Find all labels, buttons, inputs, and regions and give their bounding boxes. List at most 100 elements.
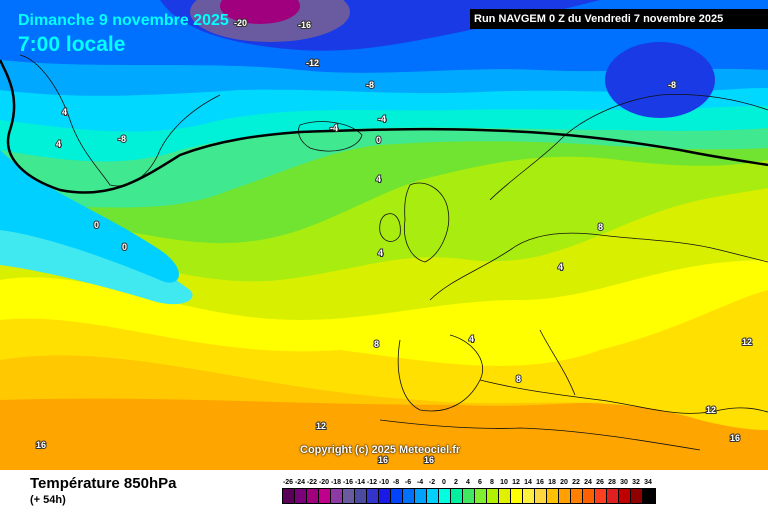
scale-tick-label: 12 xyxy=(512,479,520,486)
parameter-title: Température 850hPa xyxy=(30,475,177,492)
scale-tick-label: 26 xyxy=(596,479,604,486)
scale-tick-label: -24 xyxy=(294,479,306,486)
scale-swatch xyxy=(643,489,655,503)
scale-swatch xyxy=(583,489,595,503)
scale-tick-label: -26 xyxy=(282,479,294,486)
scale-tick-label: -18 xyxy=(330,479,342,486)
scale-tick-label: -2 xyxy=(428,479,436,486)
scale-tick-label: 16 xyxy=(536,479,544,486)
italy-coast xyxy=(539,329,576,396)
ireland xyxy=(379,213,401,242)
scale-tick-label: -16 xyxy=(342,479,354,486)
scale-tick-label: 20 xyxy=(560,479,568,486)
british-isles xyxy=(403,182,450,263)
iberia-coast xyxy=(397,334,483,412)
scale-swatch xyxy=(631,489,643,503)
scale-swatch xyxy=(379,489,391,503)
scale-swatch xyxy=(451,489,463,503)
scale-tick-label: -6 xyxy=(404,479,412,486)
africa-coast xyxy=(379,419,701,451)
scale-tick-label: 14 xyxy=(524,479,532,486)
scale-tick-label: 18 xyxy=(548,479,556,486)
map-label: -8 xyxy=(668,80,676,90)
scale-tick-label: 8 xyxy=(490,479,494,486)
map-canvas: -20 -16 -12 -8 -8 -8 4 -4 -4 0 0 4 4 0 4… xyxy=(0,0,768,470)
forecast-date: Dimanche 9 novembre 2025 xyxy=(18,12,229,29)
scale-swatch xyxy=(607,489,619,503)
map-label: 16 xyxy=(730,433,740,443)
zero-isotherm xyxy=(0,59,768,194)
scale-swatch xyxy=(307,489,319,503)
map-label: 4 xyxy=(56,139,61,149)
scale-swatch xyxy=(319,489,331,503)
map-label: 0 xyxy=(122,242,127,252)
scale-swatch xyxy=(559,489,571,503)
map-label: 0 xyxy=(376,135,381,145)
scale-swatch xyxy=(283,489,295,503)
copyright-notice: Copyright (c) 2025 Meteociel.fr xyxy=(300,444,461,456)
scale-tick-label: 32 xyxy=(632,479,640,486)
map-label: 16 xyxy=(378,455,388,465)
scale-tick-label: 10 xyxy=(500,479,508,486)
map-label: -12 xyxy=(306,58,319,68)
europe-coast xyxy=(429,232,768,301)
scale-swatch xyxy=(439,489,451,503)
iceland xyxy=(298,121,363,152)
map-label: -8 xyxy=(118,134,126,144)
scale-swatch xyxy=(475,489,487,503)
scale-swatch xyxy=(535,489,547,503)
scandinavia-coast xyxy=(489,94,768,201)
scale-tick-label: 4 xyxy=(466,479,470,486)
map-label: -16 xyxy=(298,20,311,30)
map-label: 4 xyxy=(378,248,383,258)
map-label: 8 xyxy=(516,374,521,384)
map-label: 8 xyxy=(374,339,379,349)
color-scale: -26 -24 -22 -20 -18 -16 -14 -12 -10 -8 -6 -4 -2 0 2 4 6 8… xyxy=(282,478,656,504)
map-label: 8 xyxy=(598,222,603,232)
scale-tick-label: 28 xyxy=(608,479,616,486)
map-label: 12 xyxy=(316,421,326,431)
scale-swatch xyxy=(487,489,499,503)
map-label: 4 xyxy=(469,334,474,344)
cold-pool-east xyxy=(605,42,715,118)
scale-swatch xyxy=(463,489,475,503)
map-label: -4 xyxy=(330,123,338,133)
legend-footer: Température 850hPa (+ 54h) -26 -24 -22 -20-… xyxy=(0,470,768,512)
scale-swatch xyxy=(355,489,367,503)
scale-tick-label: 30 xyxy=(620,479,628,486)
color-scale-swatches xyxy=(282,488,656,504)
atlantic-cold-core xyxy=(0,150,179,283)
map-label: 12 xyxy=(742,337,752,347)
map-label: -20 xyxy=(234,18,247,28)
scale-swatch xyxy=(619,489,631,503)
scale-swatch xyxy=(343,489,355,503)
scale-swatch xyxy=(547,489,559,503)
scale-tick-label: 34 xyxy=(644,479,652,486)
scale-tick-label: 0 xyxy=(442,479,446,486)
map-label: 4 xyxy=(376,174,381,184)
scale-tick-label: 24 xyxy=(584,479,592,486)
map-label: 0 xyxy=(94,220,99,230)
scale-tick-label: -22 xyxy=(306,479,318,486)
map-label: 4 xyxy=(558,262,563,272)
scale-swatch xyxy=(571,489,583,503)
scale-swatch xyxy=(331,489,343,503)
scale-swatch xyxy=(391,489,403,503)
map-label: -4 xyxy=(378,114,386,124)
scale-swatch xyxy=(415,489,427,503)
model-run-info: Run NAVGEM 0 Z du Vendredi 7 novembre 20… xyxy=(470,9,768,29)
scale-tick-label: 6 xyxy=(478,479,482,486)
scale-tick-label: -8 xyxy=(392,479,400,486)
scale-tick-label: -12 xyxy=(366,479,378,486)
scale-swatch xyxy=(403,489,415,503)
greenland-outline xyxy=(19,54,221,187)
map-label: 16 xyxy=(424,455,434,465)
scale-swatch xyxy=(523,489,535,503)
scale-tick-label: -14 xyxy=(354,479,366,486)
scale-swatch xyxy=(295,489,307,503)
scale-tick-label: -10 xyxy=(378,479,390,486)
scale-tick-label: 22 xyxy=(572,479,580,486)
temperature-map: -20 -16 -12 -8 -8 -8 4 -4 -4 0 0 4 4 0 4… xyxy=(0,0,768,470)
scale-tick-label: 2 xyxy=(454,479,458,486)
mediterranean-coast xyxy=(479,379,768,414)
